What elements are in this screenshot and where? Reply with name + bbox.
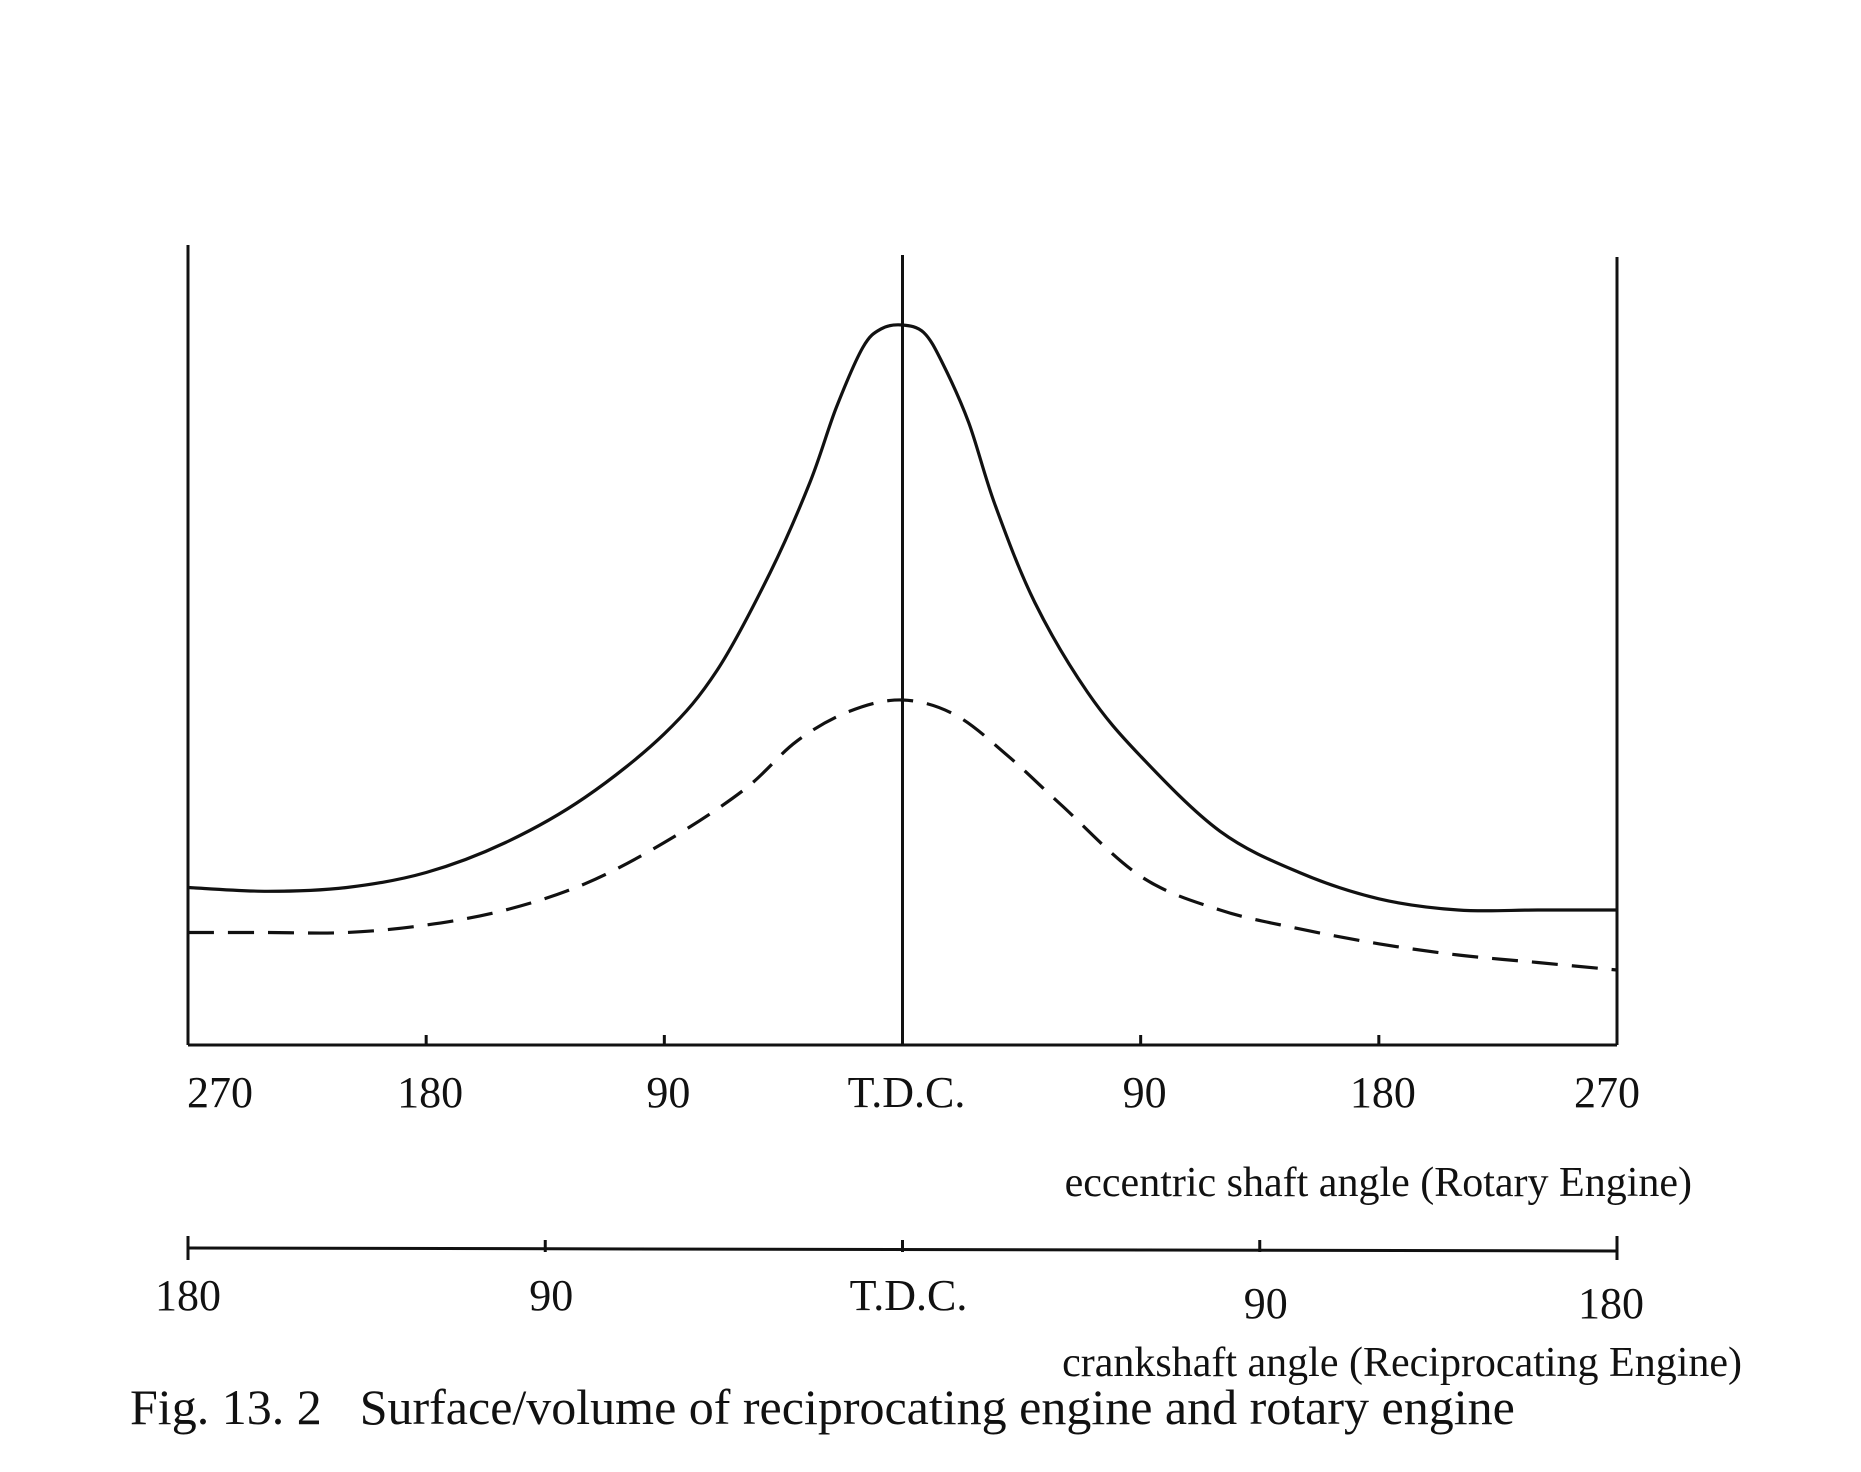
rotary-tick-label: 180 bbox=[397, 1068, 463, 1117]
crankshaft-axis-title: crankshaft angle (Reciprocating Engine) bbox=[1062, 1340, 1742, 1386]
crankshaft-tick-label: 180 bbox=[1578, 1279, 1644, 1328]
figure-number: Fig. 13. 2 bbox=[130, 1379, 322, 1435]
figure-caption: Fig. 13. 2 Surface/volume of reciprocatin… bbox=[130, 1378, 1830, 1436]
solid-series-line bbox=[187, 323, 1617, 913]
crankshaft-tick-label: T.D.C. bbox=[850, 1271, 968, 1320]
figure-title: Surface/volume of reciprocating engine a… bbox=[359, 1379, 1515, 1435]
crankshaft-tick-label: 90 bbox=[1244, 1279, 1288, 1328]
rotary-tick-label: 270 bbox=[1574, 1068, 1640, 1117]
rotary-axis-title: eccentric shaft angle (Rotary Engine) bbox=[1065, 1160, 1692, 1206]
rotary-tick-label: 90 bbox=[646, 1068, 690, 1117]
rotary-tick-label: 90 bbox=[1123, 1068, 1167, 1117]
series-layer bbox=[187, 323, 1618, 972]
crankshaft-tick-label: 180 bbox=[155, 1271, 221, 1320]
rotary-angle-axis: 270 180 90 T.D.C. 90 180 270 bbox=[186, 1035, 1640, 1117]
rotary-tick-label: 180 bbox=[1350, 1068, 1416, 1117]
rotary-tick-label: 270 bbox=[187, 1068, 253, 1117]
crankshaft-tick-label: 90 bbox=[529, 1271, 573, 1320]
plot-frame bbox=[186, 245, 1619, 1047]
rotary-tick-label: T.D.C. bbox=[848, 1068, 966, 1117]
crankshaft-angle-axis: 180 90 T.D.C. 90 180 bbox=[155, 1236, 1644, 1328]
dashed-series-line bbox=[188, 698, 1618, 972]
